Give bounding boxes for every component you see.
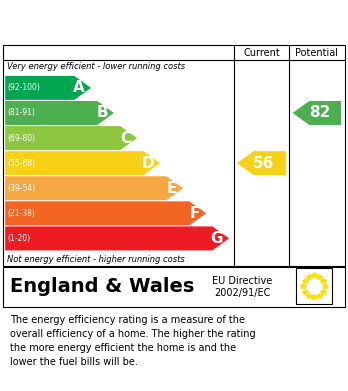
- Text: England & Wales: England & Wales: [10, 278, 195, 296]
- Text: Very energy efficient - lower running costs: Very energy efficient - lower running co…: [7, 62, 185, 71]
- Bar: [296, 268, 332, 304]
- Text: The energy efficiency rating is a measure of the
overall efficiency of a home. T: The energy efficiency rating is a measur…: [10, 315, 256, 367]
- Polygon shape: [5, 176, 183, 200]
- Text: Not energy efficient - higher running costs: Not energy efficient - higher running co…: [7, 255, 185, 264]
- Polygon shape: [5, 126, 137, 150]
- Text: Current: Current: [243, 48, 280, 58]
- Polygon shape: [5, 101, 114, 125]
- Polygon shape: [5, 151, 160, 175]
- Text: (69-80): (69-80): [8, 134, 36, 143]
- Text: Potential: Potential: [295, 48, 338, 58]
- Text: F: F: [190, 206, 200, 221]
- Text: (21-38): (21-38): [8, 209, 35, 218]
- Text: 56: 56: [253, 156, 275, 170]
- Text: Energy Efficiency Rating: Energy Efficiency Rating: [50, 11, 298, 30]
- Polygon shape: [5, 201, 206, 225]
- Text: E: E: [167, 181, 177, 196]
- Text: (92-100): (92-100): [8, 83, 40, 92]
- Text: (81-91): (81-91): [8, 108, 35, 117]
- Polygon shape: [5, 76, 91, 100]
- Text: (39-54): (39-54): [8, 184, 36, 193]
- Text: 82: 82: [309, 106, 330, 120]
- Text: (55-68): (55-68): [8, 159, 36, 168]
- Polygon shape: [237, 151, 286, 175]
- Text: C: C: [120, 131, 131, 145]
- Polygon shape: [5, 226, 229, 250]
- Text: (1-20): (1-20): [8, 234, 31, 243]
- Text: A: A: [73, 81, 85, 95]
- Polygon shape: [293, 101, 341, 125]
- Text: EU Directive
2002/91/EC: EU Directive 2002/91/EC: [212, 276, 272, 298]
- Text: D: D: [142, 156, 154, 170]
- Text: G: G: [211, 231, 223, 246]
- Text: B: B: [96, 106, 108, 120]
